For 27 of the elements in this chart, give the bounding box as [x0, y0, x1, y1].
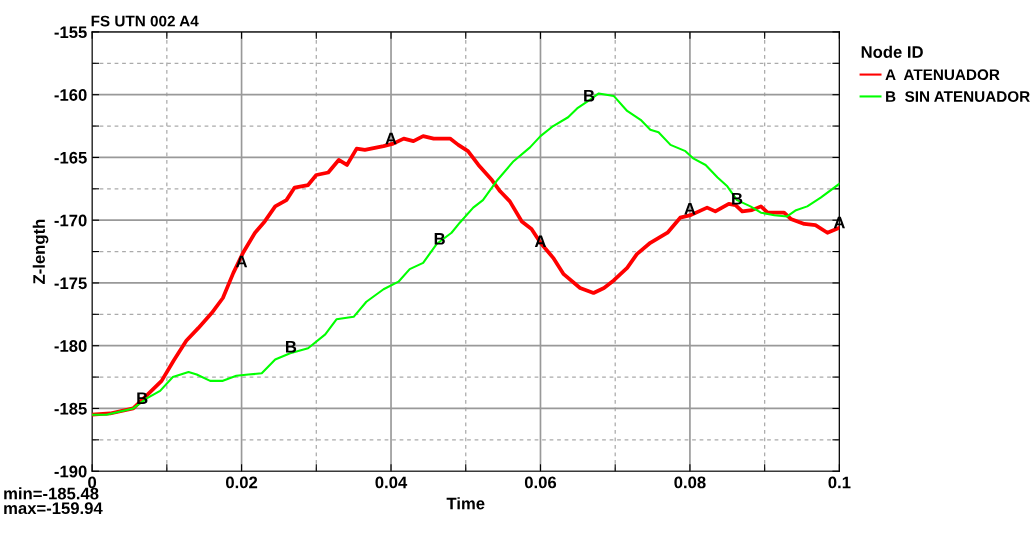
y-axis-title: Z-length: [32, 219, 49, 284]
x-tick-label: 0.06: [524, 476, 557, 489]
y-tick-label: -185: [54, 402, 87, 415]
y-tick-label: -160: [54, 89, 87, 101]
annotation: B: [137, 392, 148, 404]
y-tick-label: -155: [54, 26, 87, 39]
y-tick-label: -190: [54, 465, 87, 478]
chart-title: FS UTN 002 A4: [91, 15, 199, 27]
annotation: A: [385, 132, 397, 145]
text: max=-159.94: [4, 502, 103, 515]
x-axis-title: Time: [446, 497, 485, 510]
legend-label: A ATENUADOR: [885, 69, 1000, 81]
annotation: A: [684, 202, 696, 215]
y-tick-label: -170: [54, 214, 87, 227]
text: min=-185.48: [4, 487, 99, 500]
y-tick-label: -165: [54, 151, 87, 164]
x-tick-label: 0.02: [226, 476, 258, 489]
x-tick-label: 0.1: [828, 476, 851, 489]
y-tick-label: -180: [54, 340, 87, 352]
legend-label: B SIN ATENUADOR: [886, 91, 1030, 102]
x-tick-label: 0: [88, 476, 97, 489]
y-tick-label: -175: [54, 277, 87, 290]
legend-title: Node ID: [861, 45, 923, 58]
annotation: B: [584, 90, 595, 102]
annotation: B: [285, 341, 297, 353]
x-tick-label: 0.04: [375, 476, 408, 489]
x-tick-label: 0.08: [674, 476, 706, 489]
